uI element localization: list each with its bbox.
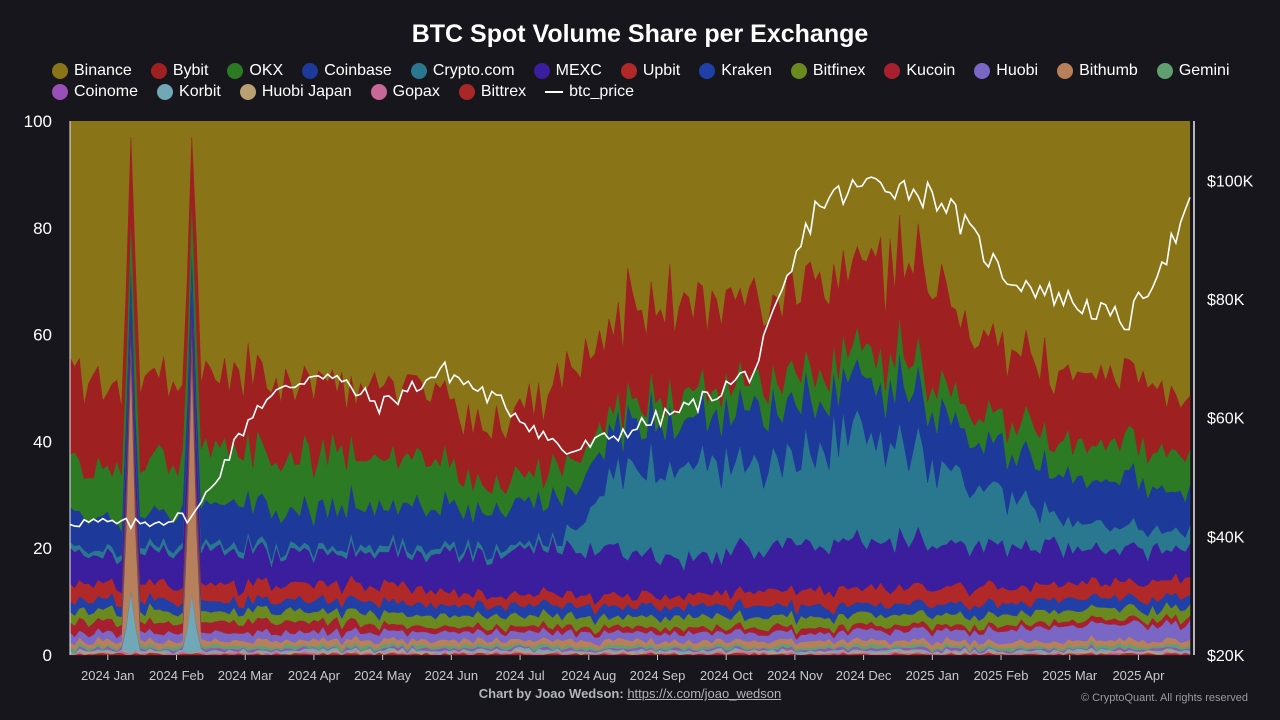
legend-swatch — [884, 62, 901, 79]
legend-label: Huobi Japan — [261, 82, 352, 100]
credit-label: Chart by Joao Wedson: — [478, 686, 624, 701]
x-tick-label: 2025 Feb — [974, 668, 1029, 683]
legend-swatch — [302, 62, 319, 79]
legend-swatch — [239, 83, 256, 100]
legend-swatch — [1156, 62, 1173, 79]
legend-label: Kraken — [721, 61, 772, 79]
legend-label: Gopax — [392, 82, 440, 100]
legend-row-1: Binance Bybit OKX Coinbase Crypto.com MEXC Upb… — [52, 60, 1252, 81]
legend-swatch — [410, 62, 427, 79]
legend-label: Coinome — [74, 82, 139, 100]
legend-label: Upbit — [642, 61, 681, 79]
x-tick-label: 2024 Jul — [495, 668, 544, 683]
legend-item-kucoin[interactable]: Kucoin — [884, 62, 955, 80]
legend-label: Bittrex — [480, 82, 527, 100]
legend-item-upbit[interactable]: Upbit — [620, 61, 681, 80]
x-tick-label: 2024 Sep — [630, 668, 686, 683]
x-tick-label: 2024 Feb — [149, 668, 204, 683]
x-tick-label: 2024 Jan — [81, 668, 135, 683]
legend-item-coinbase[interactable]: Coinbase — [302, 62, 392, 80]
legend-swatch — [157, 83, 174, 100]
legend-label: Binance — [74, 61, 132, 79]
x-tick-label: 2025 Mar — [1042, 668, 1098, 683]
legend-row-2: Coinome Korbit Huobi Japan Gopax Bittrex btc_… — [52, 81, 1252, 102]
legend-label: Crypto.com — [432, 61, 515, 79]
legend-item-kraken[interactable]: Kraken — [699, 62, 772, 80]
legend-item-huobi-japan[interactable]: Huobi Japan — [239, 82, 352, 101]
legend-swatch — [790, 62, 807, 79]
legend-swatch — [533, 62, 550, 79]
legend-item-bittrex[interactable]: Bittrex — [458, 82, 527, 101]
y-tick-right: $20K — [1207, 648, 1245, 665]
area-bybit — [69, 136, 1191, 495]
legend-line-swatch — [545, 90, 564, 93]
chart-title: BTC Spot Volume Share per Exchange — [411, 20, 869, 48]
legend: Binance Bybit OKX Coinbase Crypto.com MEXC Upb… — [52, 60, 1252, 102]
copyright-text: © CryptoQuant. All rights reserved — [1080, 692, 1248, 704]
y-tick-right: $40K — [1207, 529, 1245, 546]
legend-item-mexc[interactable]: MEXC — [533, 61, 602, 80]
y-tick-right: $60K — [1207, 411, 1245, 428]
y-tick-left: 60 — [33, 326, 52, 345]
legend-item-coinome[interactable]: Coinome — [52, 83, 138, 101]
legend-item-gopax[interactable]: Gopax — [370, 82, 440, 101]
x-tick-label: 2024 May — [354, 668, 412, 683]
x-tick-label: 2024 Oct — [700, 668, 753, 683]
legend-swatch — [227, 62, 244, 79]
legend-item-bitfinex[interactable]: Bitfinex — [790, 61, 866, 80]
y-tick-right: $100K — [1207, 173, 1254, 190]
x-tick-label: 2024 Aug — [561, 668, 616, 683]
legend-label: Huobi — [996, 61, 1039, 79]
y-tick-left: 0 — [43, 646, 52, 665]
legend-swatch — [1057, 62, 1074, 79]
legend-swatch — [620, 62, 637, 79]
y-tick-right: $80K — [1207, 292, 1245, 309]
legend-label: Bybit — [172, 61, 209, 79]
legend-item-btc-price[interactable]: btc_price — [545, 83, 634, 101]
legend-item-bybit[interactable]: Bybit — [150, 61, 209, 80]
footer-credit: Chart by Joao Wedson: https://x.com/joao… — [0, 686, 1260, 701]
legend-swatch — [699, 62, 716, 79]
legend-label: Gemini — [1178, 61, 1230, 79]
y-tick-left: 100 — [24, 112, 52, 131]
legend-swatch — [52, 62, 68, 79]
legend-label: btc_price — [569, 82, 635, 100]
legend-swatch — [52, 83, 68, 100]
legend-item-crypto-com[interactable]: Crypto.com — [410, 61, 515, 80]
legend-item-okx[interactable]: OKX — [227, 62, 283, 80]
x-tick-label: 2025 Jan — [906, 668, 960, 683]
line-btc-price — [69, 176, 1191, 531]
legend-label: Bitfinex — [812, 61, 866, 79]
legend-item-binance[interactable]: Binance — [52, 62, 132, 80]
x-tick-label: 2024 Mar — [218, 668, 274, 683]
legend-label: OKX — [249, 61, 284, 79]
x-tick-label: 2024 Jun — [425, 668, 479, 683]
legend-swatch — [458, 83, 475, 100]
legend-label: Kucoin — [906, 61, 956, 79]
y-tick-left: 80 — [33, 219, 52, 238]
legend-item-gemini[interactable]: Gemini — [1156, 61, 1230, 80]
legend-swatch — [150, 62, 167, 79]
x-tick-label: 2024 Apr — [288, 668, 341, 683]
legend-label: MEXC — [555, 61, 602, 79]
x-tick-label: 2025 Apr — [1112, 668, 1165, 683]
legend-label: Bithumb — [1079, 61, 1138, 79]
legend-item-huobi[interactable]: Huobi — [974, 62, 1038, 80]
legend-label: Korbit — [179, 82, 221, 100]
legend-label: Coinbase — [324, 61, 392, 79]
legend-item-korbit[interactable]: Korbit — [157, 83, 221, 101]
y-tick-left: 20 — [33, 539, 52, 558]
legend-swatch — [370, 83, 387, 100]
x-tick-label: 2024 Dec — [836, 668, 892, 683]
credit-link[interactable]: https://x.com/joao_wedson — [627, 686, 782, 701]
legend-item-bithumb[interactable]: Bithumb — [1057, 62, 1138, 80]
legend-swatch — [974, 62, 991, 79]
y-tick-left: 40 — [33, 432, 52, 451]
x-tick-label: 2024 Nov — [767, 668, 823, 683]
